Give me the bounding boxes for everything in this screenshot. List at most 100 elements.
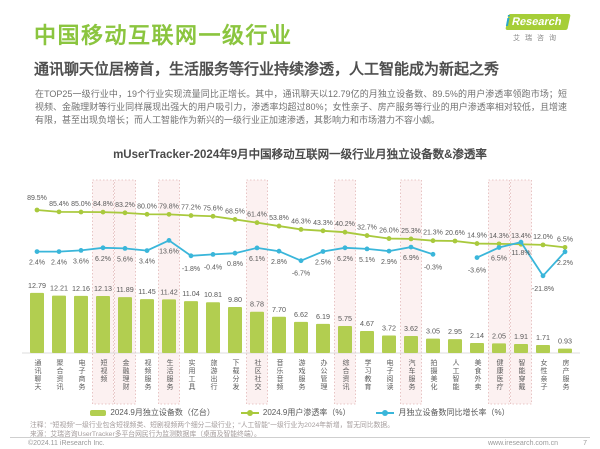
- footer-copyright: ©2024.11 iResearch Inc.: [28, 440, 105, 447]
- penetration-label: 68.5%: [225, 208, 245, 215]
- penetration-label: 89.5%: [27, 195, 47, 202]
- legend-label-penetration: 2024.9用户渗透率（%）: [262, 408, 351, 417]
- category-label: 人工智能: [452, 359, 459, 391]
- category-label: 健康医疗: [496, 359, 503, 391]
- bar-value-label: 1.71: [536, 333, 550, 342]
- category-label: 旅游出行: [210, 359, 217, 391]
- growth-label: -1.8%: [182, 266, 200, 273]
- growth-point: [430, 251, 436, 257]
- footnote-source: 来源：艾瑞咨询UserTracker多平台网民行为监测数据库（桌面及智能终端）。: [30, 431, 261, 438]
- bar: [426, 338, 440, 353]
- bar-value-label: 1.91: [514, 332, 528, 341]
- bar: [272, 316, 286, 353]
- growth-label: 5.1%: [359, 257, 375, 264]
- category-label: 游戏服务: [298, 359, 305, 391]
- penetration-point: [540, 242, 546, 248]
- category-label: 音乐音频: [276, 359, 283, 391]
- bar: [514, 344, 528, 353]
- bar: [470, 342, 484, 353]
- bar-value-label: 11.45: [138, 287, 155, 296]
- category-label: 房产服务: [562, 359, 569, 391]
- legend-label-growth: 月独立设备数同比增长率（%）: [398, 408, 510, 417]
- footer-divider: [10, 437, 590, 438]
- iresearch-logo: i Research 艾瑞咨询: [492, 13, 582, 43]
- logo-brand-text: Research: [505, 13, 571, 30]
- category-label: 电子商务: [78, 359, 85, 391]
- bar-value-label: 10.81: [204, 290, 222, 299]
- growth-point: [518, 239, 524, 245]
- category-label: 金融理财: [122, 359, 129, 391]
- penetration-point: [364, 233, 370, 238]
- growth-label: 6.5%: [491, 256, 507, 263]
- growth-label: 2.4%: [29, 260, 45, 267]
- growth-point: [78, 248, 84, 253]
- category-label: 通讯聊天: [34, 359, 41, 391]
- penetration-point: [166, 211, 172, 217]
- growth-point: [254, 245, 260, 251]
- bar: [294, 321, 308, 353]
- footer-url[interactable]: www.iresearch.com.cn: [487, 440, 558, 447]
- penetration-label: 6.5%: [557, 236, 573, 243]
- bar: [162, 299, 176, 353]
- bar: [228, 306, 242, 353]
- bar-value-label: 5.75: [338, 314, 352, 323]
- bar-value-label: 6.19: [316, 312, 330, 321]
- penetration-label: 75.6%: [203, 205, 223, 212]
- penetration-label: 40.2%: [335, 221, 355, 228]
- legend-dot-glyph: [382, 409, 389, 416]
- growth-point: [298, 258, 304, 264]
- legend-blue-line-swatch: [376, 409, 395, 417]
- growth-label: 6.1%: [249, 256, 265, 263]
- penetration-label: 20.6%: [445, 230, 465, 237]
- bar: [52, 295, 66, 353]
- category-label: 短视频: [100, 359, 107, 383]
- category-label: 汽车服务: [408, 359, 415, 391]
- growth-label: 11.8%: [511, 250, 530, 257]
- bar: [536, 344, 550, 353]
- penetration-point: [386, 236, 392, 241]
- footnote-definition: 注释：“短视频”一级行业包含短视频类、短剧视频两个细分二级行业；“人工智能”一级…: [30, 422, 395, 429]
- penetration-point: [342, 229, 348, 235]
- legend-green-line-swatch: [240, 409, 259, 417]
- growth-label: -21.8%: [532, 286, 554, 293]
- category-label: 拍摄美化: [430, 359, 437, 391]
- bar-value-label: 11.04: [182, 289, 199, 298]
- penetration-label: 32.7%: [357, 225, 377, 232]
- bar-value-label: 2.95: [448, 327, 462, 336]
- logo-wordmark: i Research: [492, 13, 582, 30]
- bar: [118, 297, 132, 353]
- category-label: 视频服务: [144, 359, 151, 391]
- growth-point: [386, 248, 392, 254]
- growth-label: -0.4%: [204, 264, 222, 271]
- penetration-point: [320, 228, 326, 234]
- growth-label: 0.8%: [227, 261, 243, 268]
- penetration-label: 26.0%: [379, 228, 399, 235]
- penetration-label: 25.3%: [401, 228, 421, 235]
- penetration-label: 80.0%: [137, 203, 157, 210]
- growth-point: [144, 248, 150, 253]
- growth-label: 2.9%: [381, 259, 397, 266]
- growth-label: -6.7%: [292, 271, 310, 278]
- growth-point: [364, 246, 370, 252]
- penetration-point: [474, 241, 480, 246]
- growth-point: [210, 252, 216, 257]
- growth-point: [540, 273, 546, 279]
- growth-point: [496, 245, 502, 250]
- bar: [140, 299, 154, 353]
- legend-item-devices: 2024.9月独立设备数（亿台）: [90, 407, 215, 418]
- chart-svg: 12.79 12.21 12.16 12.13 11.89 11.45 11.42 11.04…: [22, 179, 580, 405]
- page-title: 中国移动互联网一级行业: [34, 23, 293, 48]
- growth-point: [100, 245, 106, 251]
- logo-chinese-name: 艾瑞咨询: [513, 35, 561, 42]
- penetration-point: [210, 213, 216, 219]
- category-label: 综合资讯: [342, 359, 349, 391]
- growth-label: -3.6%: [468, 268, 486, 275]
- summary-paragraph: 在TOP25一级行业中，19个行业实现流量同比正增长。其中，通讯聊天以12.79…: [35, 89, 567, 125]
- growth-point: [56, 249, 62, 254]
- legend-item-penetration: 2024.9用户渗透率（%）: [240, 407, 351, 418]
- penetration-point: [430, 238, 436, 244]
- category-label: 实用工具: [188, 359, 195, 391]
- bar-value-label: 2.14: [470, 331, 484, 340]
- legend-dot-glyph: [246, 409, 253, 416]
- bar-value-label: 11.42: [160, 287, 177, 296]
